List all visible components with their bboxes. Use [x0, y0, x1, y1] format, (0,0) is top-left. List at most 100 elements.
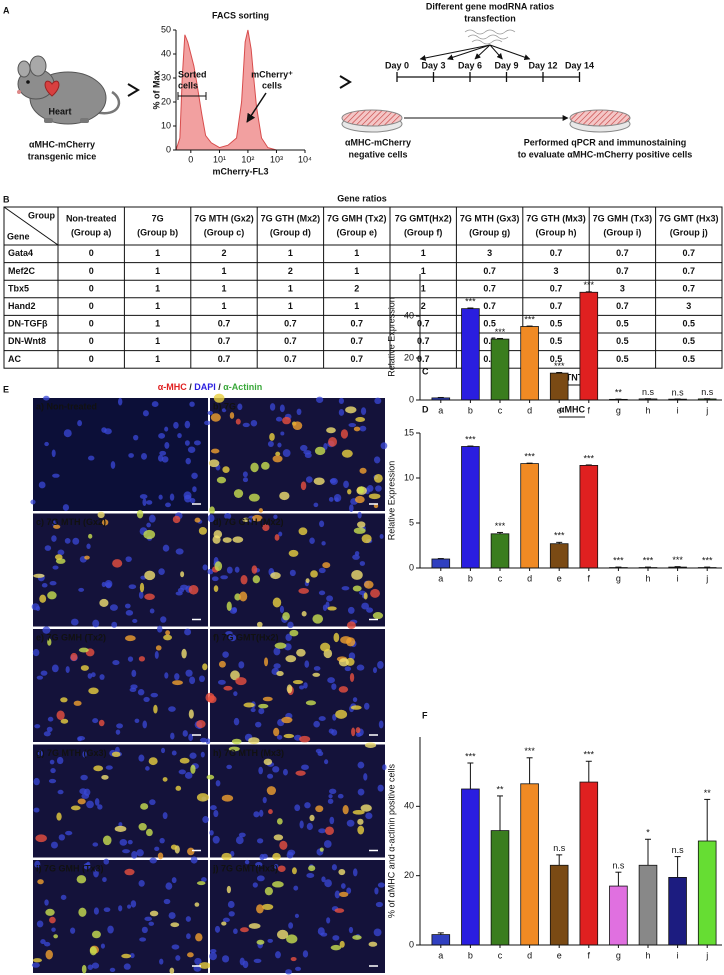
nucleus	[349, 504, 354, 512]
significance: n.s	[612, 861, 625, 871]
cell	[349, 672, 355, 683]
nucleus	[331, 683, 337, 690]
cell	[327, 606, 337, 611]
nucleus	[379, 533, 384, 539]
cell	[364, 742, 377, 748]
cell	[333, 632, 340, 643]
micrograph: d) 7G GTH (Mx2)	[207, 511, 385, 629]
nucleus	[87, 673, 93, 679]
tile-label: e) 7G GMH (Tx2)	[36, 632, 106, 642]
nucleus	[141, 926, 148, 934]
table-cell: 1	[155, 301, 160, 311]
nucleus	[233, 928, 238, 935]
nucleus	[158, 433, 166, 439]
y-tick-label: 20	[404, 870, 414, 880]
y-axis-label: Relative Expression	[386, 297, 396, 377]
x-tick-label: 0	[188, 154, 193, 164]
cell	[354, 495, 365, 504]
nucleus	[222, 955, 230, 963]
table-cell: 0.7	[284, 354, 297, 364]
nucleus	[361, 602, 370, 610]
cell	[300, 481, 307, 491]
cell	[195, 933, 203, 942]
cell	[240, 927, 249, 933]
bar	[461, 308, 480, 401]
gene-name: DN-Wnt8	[8, 336, 46, 346]
nucleus	[211, 576, 219, 582]
nucleus	[77, 420, 83, 427]
micrograph-bg	[33, 513, 208, 627]
y-axis-label: % of αMHC and α-actinin positive cells	[386, 764, 396, 918]
cell	[373, 503, 379, 509]
day-label: Day 14	[565, 60, 594, 70]
cell	[88, 533, 93, 539]
nucleus	[331, 864, 337, 871]
cell	[32, 958, 42, 963]
nucleus	[102, 877, 107, 883]
nucleus	[377, 784, 384, 792]
tile-label: i) 7G GMH (Tx3)	[36, 863, 104, 873]
gene-name: Tbx5	[8, 283, 29, 293]
cell	[239, 591, 248, 602]
nucleus	[44, 441, 49, 447]
cell	[340, 636, 352, 644]
nucleus	[192, 486, 197, 493]
nucleus	[212, 835, 220, 844]
nucleus	[81, 793, 90, 799]
nucleus	[294, 804, 301, 812]
cell	[194, 517, 201, 523]
nucleus	[44, 545, 52, 551]
nucleus	[186, 933, 191, 940]
significance: ***	[465, 434, 476, 444]
nucleus	[210, 949, 217, 954]
table-cell: 1	[221, 266, 226, 276]
nucleus	[30, 499, 36, 505]
nucleus	[306, 822, 313, 831]
table-cell: 0.5	[483, 319, 496, 329]
nucleus	[294, 913, 299, 918]
nucleus	[144, 916, 153, 922]
nucleus	[277, 442, 282, 448]
column-group: (Group f)	[404, 227, 443, 237]
cell	[202, 663, 208, 671]
cell	[258, 703, 269, 709]
cell	[353, 527, 366, 534]
nucleus	[329, 816, 335, 825]
nucleus	[346, 887, 352, 894]
nucleus	[352, 697, 358, 703]
nucleus	[49, 759, 55, 765]
cell	[248, 923, 261, 929]
table-cell: 0.7	[550, 248, 563, 258]
column-group: (Group j)	[670, 227, 708, 237]
cell	[45, 949, 53, 960]
nucleus	[360, 407, 367, 415]
cell	[305, 578, 310, 584]
nucleus	[327, 677, 335, 684]
nucleus	[78, 587, 85, 592]
cell	[309, 814, 315, 822]
cell	[218, 660, 226, 668]
cell	[277, 929, 289, 940]
significance: ***	[643, 555, 654, 565]
nucleus	[232, 607, 238, 613]
cell	[163, 634, 173, 641]
caption: αMHC-mCherry	[345, 137, 411, 147]
nucleus	[198, 675, 205, 683]
nucleus	[185, 916, 191, 922]
x-tick-label: j	[705, 405, 708, 415]
cell	[234, 593, 241, 601]
nucleus	[285, 969, 292, 975]
cell	[47, 591, 57, 600]
nucleus	[175, 955, 181, 961]
nucleus	[207, 568, 214, 575]
cell	[264, 657, 269, 667]
nucleus	[92, 842, 99, 847]
column-group: (Group d)	[270, 227, 311, 237]
nucleus	[65, 666, 70, 674]
nucleus	[357, 788, 365, 796]
nucleus	[273, 863, 279, 870]
gene-name: AC	[8, 354, 21, 364]
y-tick-label: 40	[161, 48, 171, 58]
x-tick-label: g	[616, 950, 621, 960]
nucleus	[58, 834, 66, 841]
